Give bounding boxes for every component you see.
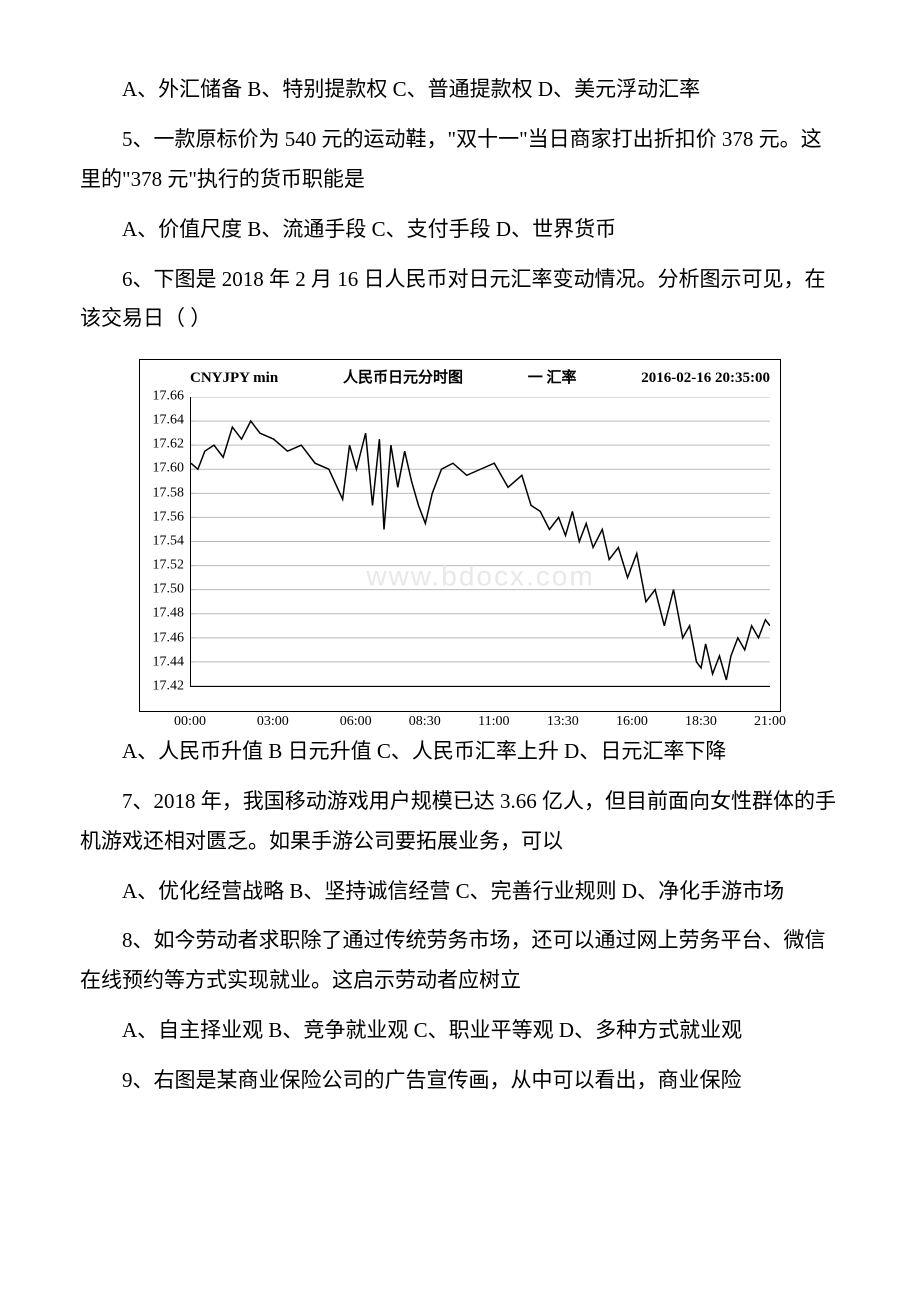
x-tick-label: 13:30 (547, 709, 579, 736)
chart-legend: 一 汇率 (528, 364, 577, 393)
y-tick-label: 17.58 (153, 480, 185, 507)
q6-options: A、人民币升值 B 日元升值 C、人民币汇率上升 D、日元汇率下降 (80, 732, 840, 772)
chart-symbol: CNYJPY min (190, 364, 278, 393)
x-tick-label: 00:00 (174, 709, 206, 736)
y-tick-label: 17.66 (153, 384, 185, 411)
y-axis-labels: 17.4217.4417.4617.4817.5017.5217.5417.56… (142, 397, 186, 687)
plot-region: www.bdocx.com (190, 397, 770, 687)
x-tick-label: 18:30 (685, 709, 717, 736)
y-tick-label: 17.42 (153, 674, 185, 701)
y-tick-label: 17.52 (153, 553, 185, 580)
chart-svg (191, 397, 770, 686)
y-tick-label: 17.50 (153, 577, 185, 604)
x-tick-label: 11:00 (478, 709, 509, 736)
chart-plot-area: 17.4217.4417.4617.4817.5017.5217.5417.56… (190, 397, 770, 687)
y-tick-label: 17.44 (153, 649, 185, 676)
q7-text: 7、2018 年，我国移动游戏用户规模已达 3.66 亿人，但目前面向女性群体的… (80, 782, 840, 862)
y-tick-label: 17.54 (153, 529, 185, 556)
x-tick-label: 06:00 (340, 709, 372, 736)
chart-timestamp: 2016-02-16 20:35:00 (641, 364, 770, 393)
q5-text: 5、一款原标价为 540 元的运动鞋，"双十一"当日商家打出折扣价 378 元。… (80, 120, 840, 200)
chart-header: CNYJPY min 人民币日元分时图 一 汇率 2016-02-16 20:3… (140, 360, 780, 393)
x-tick-label: 08:30 (409, 709, 441, 736)
q4-options: A、外汇储备 B、特别提款权 C、普通提款权 D、美元浮动汇率 (80, 70, 840, 110)
x-tick-label: 16:00 (616, 709, 648, 736)
q9-text: 9、右图是某商业保险公司的广告宣传画，从中可以看出，商业保险 (80, 1061, 840, 1101)
y-tick-label: 17.62 (153, 432, 185, 459)
y-tick-label: 17.56 (153, 504, 185, 531)
x-tick-label: 21:00 (754, 709, 786, 736)
q5-options: A、价值尺度 B、流通手段 C、支付手段 D、世界货币 (80, 210, 840, 250)
q8-text: 8、如今劳动者求职除了通过传统劳务市场，还可以通过网上劳务平台、微信在线预约等方… (80, 921, 840, 1001)
y-tick-label: 17.64 (153, 408, 185, 435)
exchange-rate-chart: CNYJPY min 人民币日元分时图 一 汇率 2016-02-16 20:3… (139, 359, 781, 712)
y-tick-label: 17.60 (153, 456, 185, 483)
q6-text: 6、下图是 2018 年 2 月 16 日人民币对日元汇率变动情况。分析图示可见… (80, 260, 840, 340)
y-tick-label: 17.46 (153, 625, 185, 652)
q7-options: A、优化经营战略 B、坚持诚信经营 C、完善行业规则 D、净化手游市场 (80, 872, 840, 912)
q8-options: A、自主择业观 B、竞争就业观 C、职业平等观 D、多种方式就业观 (80, 1011, 840, 1051)
chart-title: 人民币日元分时图 (343, 364, 463, 393)
x-tick-label: 03:00 (257, 709, 289, 736)
y-tick-label: 17.48 (153, 601, 185, 628)
